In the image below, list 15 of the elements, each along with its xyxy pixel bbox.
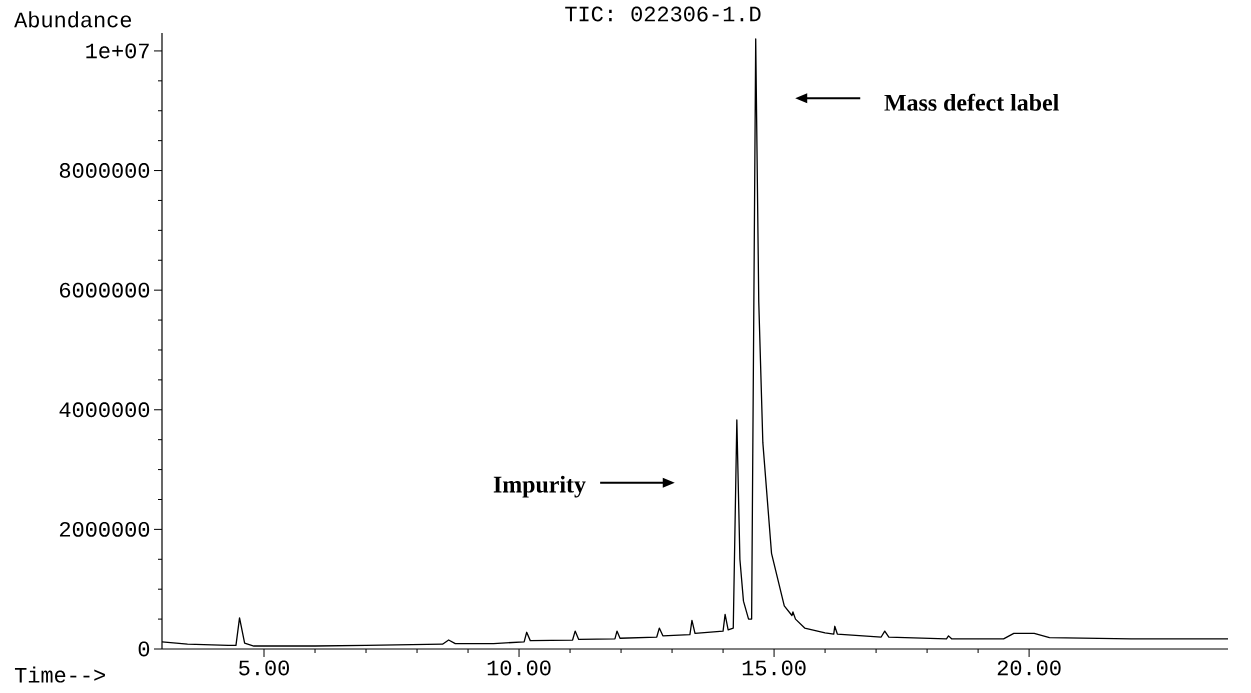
- y-tick-label: 6000000: [60, 282, 150, 298]
- x-tick-label: 5.00: [239, 660, 289, 676]
- chart-title: TIC: 022306-1.D: [565, 6, 761, 22]
- x-axis-title: Time-->: [14, 666, 105, 683]
- y-tick-label: 2000000: [59, 521, 150, 537]
- y-tick-label: 1e+07: [86, 43, 149, 59]
- x-tick-label: 10.00: [487, 660, 551, 676]
- y-tick-label: 8000000: [59, 163, 150, 178]
- y-tick-label: 4000000: [59, 402, 150, 418]
- x-tick-label: 20.00: [997, 660, 1061, 676]
- annotation: Mass defect label: [884, 93, 1059, 111]
- annotation: Impurity: [493, 475, 586, 498]
- x-tick-label: 15.00: [742, 660, 806, 676]
- y-tick-label: 0: [138, 641, 150, 657]
- y-axis-title: Abundance: [14, 11, 132, 28]
